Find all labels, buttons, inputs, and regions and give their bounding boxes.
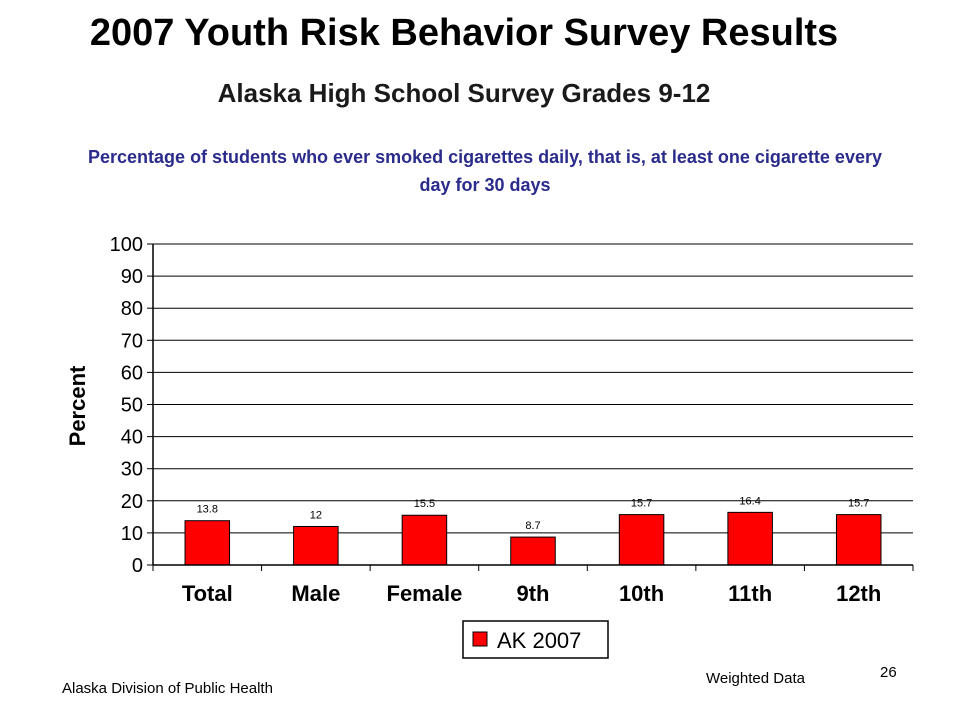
y-tick-label: 10 [121, 523, 143, 545]
y-tick-label: 100 [110, 234, 143, 256]
slide-title: 2007 Youth Risk Behavior Survey Results [89, 12, 839, 54]
bar [618, 514, 665, 566]
data-label: 16.4 [739, 495, 760, 507]
y-tick-label: 40 [121, 427, 143, 449]
footer-source: Alaska Division of Public Health [62, 680, 273, 697]
y-tick-label: 20 [121, 491, 143, 513]
footer-note: Weighted Data [706, 670, 805, 687]
bar [293, 525, 339, 566]
data-label: 13.8 [197, 504, 218, 516]
bar [727, 511, 773, 566]
bar [835, 514, 882, 566]
legend: AK 2007 [462, 620, 609, 659]
bar [401, 514, 448, 566]
y-tick-label: 80 [121, 298, 143, 320]
data-label: 12 [310, 509, 322, 521]
axes: 0 10 20 30 40 50 60 70 80 90 100 Total Male Female 9th… [110, 234, 914, 606]
y-tick-label: 0 [132, 555, 143, 577]
x-tick-label: 11th [728, 581, 772, 606]
x-tick-label: Total [182, 581, 233, 606]
y-tick-label: 70 [121, 330, 143, 352]
bar [510, 536, 556, 566]
data-label: 15.5 [414, 498, 435, 510]
legend-label: AK 2007 [497, 628, 581, 653]
x-tick-label: Female [387, 581, 463, 606]
data-label: 15.7 [631, 498, 652, 510]
bars [184, 511, 882, 566]
y-tick-label: 30 [121, 459, 143, 481]
chart-title: Percentage of students who ever smoked c… [88, 147, 882, 195]
x-tick-label: 10th [619, 581, 664, 606]
gridlines [153, 243, 913, 534]
y-axis-label: Percent [65, 365, 90, 446]
data-labels: 13.8 12 15.5 8.7 15.7 16.4 15.7 [197, 495, 870, 532]
y-tick-label: 90 [121, 266, 143, 288]
bar [184, 520, 231, 566]
x-tick-label: Male [291, 581, 340, 606]
slide-subtitle: Alaska High School Survey Grades 9-12 [217, 78, 711, 108]
x-tick-label: 9th [517, 581, 550, 606]
data-label: 15.7 [848, 498, 869, 510]
y-tick-label: 50 [121, 395, 143, 417]
page-number: 26 [880, 664, 897, 681]
x-tick-label: 12th [836, 581, 881, 606]
y-tick-label: 60 [121, 362, 143, 384]
legend-swatch [472, 631, 488, 647]
data-label: 8.7 [525, 520, 540, 532]
